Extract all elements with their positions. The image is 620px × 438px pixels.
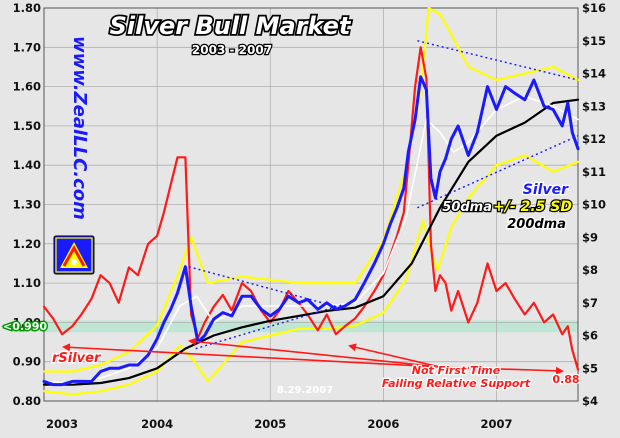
right-tick-label: $8 [582, 263, 598, 277]
right-tick-label: $16 [582, 1, 606, 15]
right-tick-label: $13 [582, 99, 606, 113]
annotation-arrow [348, 343, 441, 368]
chart-subtitle: 2003 - 2007 [192, 43, 272, 57]
left-tick-label: 1.10 [13, 276, 41, 290]
x-tick-label: 2005 [254, 417, 286, 431]
right-tick-label: $7 [582, 296, 598, 310]
left-tick-label: 1.70 [13, 40, 41, 54]
series-line-silver [42, 75, 580, 387]
series-layer [42, 6, 580, 396]
series-line--2-5-sd [42, 154, 580, 396]
axes: 0.80 0.90 1.00 1.10 1.20 1.30 1.40 1.50 1.60 1.70… [13, 1, 606, 431]
support-level-label: <0.990 [3, 320, 47, 333]
trendline [417, 135, 579, 209]
left-tick-label: 0.90 [13, 355, 41, 369]
watermark-url: www.ZealLLC.com [69, 36, 90, 220]
left-tick-label: 1.50 [13, 119, 41, 133]
right-tick-label: $5 [582, 361, 598, 375]
series-line--2-5-sd [42, 6, 580, 373]
left-tick-label: 1.00 [13, 315, 41, 329]
end-value-label: 0.88 [552, 373, 579, 386]
series-line-rsilver [42, 46, 580, 371]
chart-title: Silver Bull Market [110, 12, 352, 40]
right-tick-label: $15 [582, 34, 606, 48]
right-tick-label: $10 [582, 198, 606, 212]
x-tick-label: 2003 [46, 417, 78, 431]
annotation-arrow [62, 343, 441, 368]
legend-50dma: 50dma [442, 200, 492, 215]
trendline [195, 303, 345, 350]
trendline [188, 266, 341, 309]
right-tick-label: $6 [582, 329, 598, 343]
legend-silver: Silver [523, 182, 569, 198]
right-tick-label: $12 [582, 132, 606, 146]
annotation-arrows [62, 337, 564, 375]
legend-200dma: 200dma [507, 217, 566, 232]
annotation-arrow [188, 337, 441, 368]
rsilver-label: rSilver [52, 351, 102, 366]
right-tick-label: $14 [582, 67, 606, 81]
left-tick-label: 1.30 [13, 198, 41, 212]
zeal-logo [53, 235, 95, 275]
plot-frame [43, 7, 579, 402]
x-tick-label: 2006 [367, 417, 399, 431]
x-tick-label: 2007 [481, 417, 513, 431]
left-tick-label: 1.40 [13, 158, 41, 172]
annotation-arrow [439, 366, 564, 375]
left-tick-label: 1.60 [13, 80, 41, 94]
date-label: 8.29.2007 [277, 385, 333, 396]
note-line-1: Not First Time [412, 364, 501, 377]
right-tick-label: $11 [582, 165, 606, 179]
right-tick-label: $4 [582, 394, 598, 408]
note-line-2: Failing Relative Support [382, 377, 531, 390]
support-band [44, 320, 578, 333]
x-tick-label: 2004 [141, 417, 173, 431]
legend-sd-bands: +/- 2.5 SD [493, 199, 572, 215]
series-line-200dma [42, 98, 580, 386]
left-tick-label: 0.80 [13, 394, 41, 408]
left-tick-label: 1.80 [13, 1, 41, 15]
trendlines [188, 40, 579, 350]
left-tick-label: 1.20 [13, 237, 41, 251]
legend: Silver 50dma +/- 2.5 SD 200dma [441, 181, 573, 234]
right-tick-label: $9 [582, 230, 598, 244]
